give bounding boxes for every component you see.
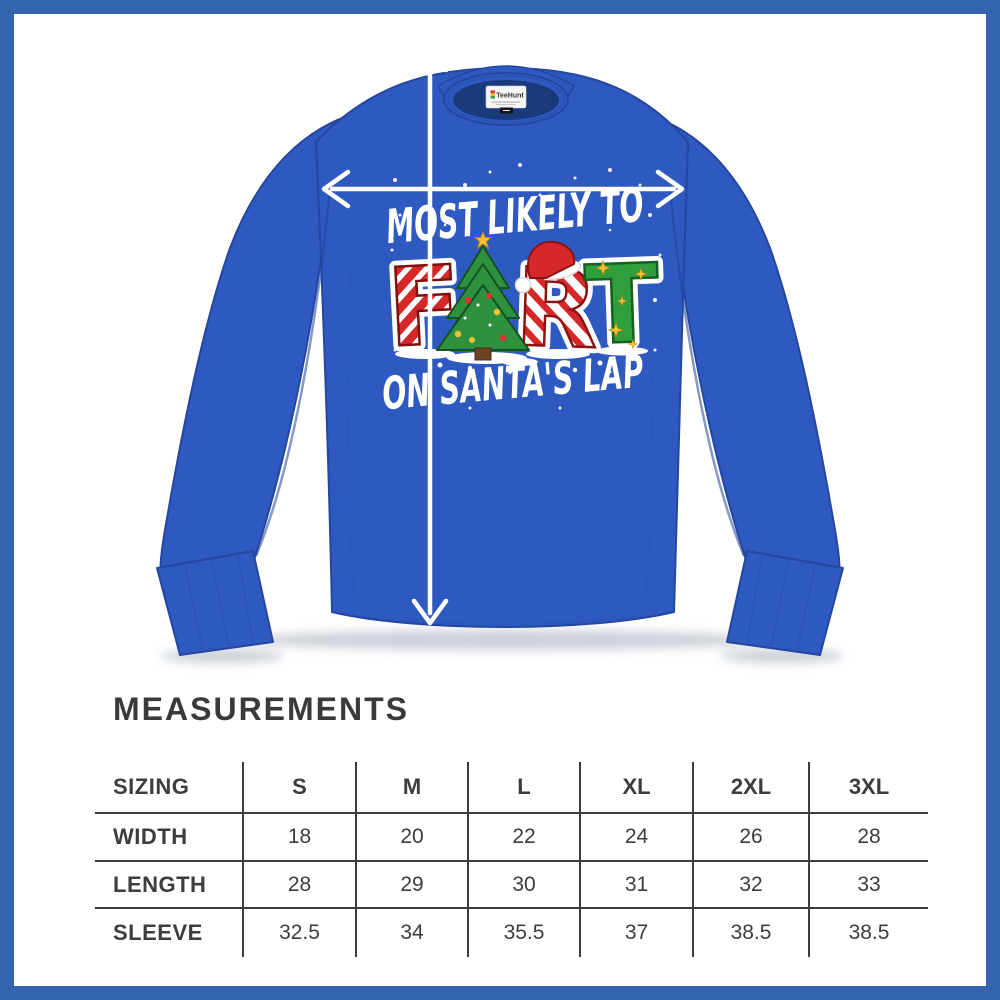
width-l: 22 — [467, 813, 580, 862]
fart-letter-f: F — [384, 243, 464, 372]
star-sparkles — [594, 259, 648, 350]
width-xl: 24 — [579, 813, 693, 862]
snow-specks — [390, 163, 662, 410]
measurements-heading: MEASUREMENTS — [113, 691, 410, 727]
brand-logo-icon — [490, 90, 495, 99]
length-2xl: 32 — [692, 861, 809, 909]
shirt-print-design: MOST LIKELY TO F R T F R — [378, 163, 668, 420]
length-l: 30 — [467, 861, 580, 909]
col-header-s: S — [242, 762, 356, 814]
collar-brand-label: TeeHunt — [496, 93, 524, 100]
collar: TeeHunt — [436, 65, 576, 126]
length-s: 28 — [242, 861, 356, 909]
table-row-width: WIDTH 18 20 22 24 26 28 — [95, 813, 928, 862]
sleeve-2xl: 38.5 — [692, 908, 809, 957]
width-m: 20 — [355, 813, 468, 862]
christmas-tree-icon — [436, 230, 530, 361]
col-header-xl: XL — [579, 762, 693, 814]
table-row-sleeve: SLEEVE 32.5 34 35.5 37 38.5 38.5 — [95, 908, 928, 957]
sleeve-3xl: 38.5 — [808, 908, 928, 957]
label-fine-print-line — [492, 101, 520, 103]
length-xl: 31 — [579, 861, 693, 909]
row-label-sleeve: SLEEVE — [113, 920, 203, 945]
size-table: SIZING S M L XL 2XL 3XL WIDTH 18 20 22 2… — [95, 762, 928, 957]
length-arrow — [411, 45, 449, 626]
col-header-m: M — [355, 762, 468, 814]
row-label-width: WIDTH — [95, 813, 243, 862]
size-tag-text-mark — [503, 110, 510, 111]
length-m: 29 — [355, 861, 468, 909]
label-fine-print-line — [496, 104, 516, 105]
col-header-sizing: SIZING — [95, 762, 243, 814]
left-cuff — [156, 550, 274, 656]
collar-brand-tag: TeeHunt — [485, 85, 527, 114]
width-2xl: 26 — [692, 813, 809, 862]
sleeve-s: 32.5 — [242, 908, 356, 957]
width-s: 18 — [242, 813, 356, 862]
sleeve-xl: 37 — [579, 908, 693, 957]
width-arrow — [321, 169, 685, 209]
table-row-length: LENGTH 28 29 30 31 32 33 — [95, 861, 928, 909]
col-header-l: L — [467, 762, 580, 814]
right-cuff — [726, 550, 844, 656]
left-sleeve — [159, 117, 343, 577]
width-3xl: 28 — [808, 813, 928, 862]
sleeve-m: 34 — [355, 908, 468, 957]
col-header-3xl: 3XL — [808, 762, 928, 814]
row-label-length: LENGTH — [95, 861, 243, 909]
tree-ornaments — [454, 293, 507, 343]
santa-hat-icon — [514, 240, 582, 294]
col-header-2xl: 2XL — [692, 762, 809, 814]
shirt-graphic: TeeHunt MOST LIKELY TO — [156, 45, 844, 663]
length-3xl: 33 — [808, 861, 928, 909]
cuff-ribbing — [184, 555, 816, 651]
table-header-row: SIZING S M L XL 2XL 3XL — [95, 762, 928, 814]
sleeve-l: 35.5 — [467, 908, 580, 957]
fabric-creases — [254, 189, 746, 625]
